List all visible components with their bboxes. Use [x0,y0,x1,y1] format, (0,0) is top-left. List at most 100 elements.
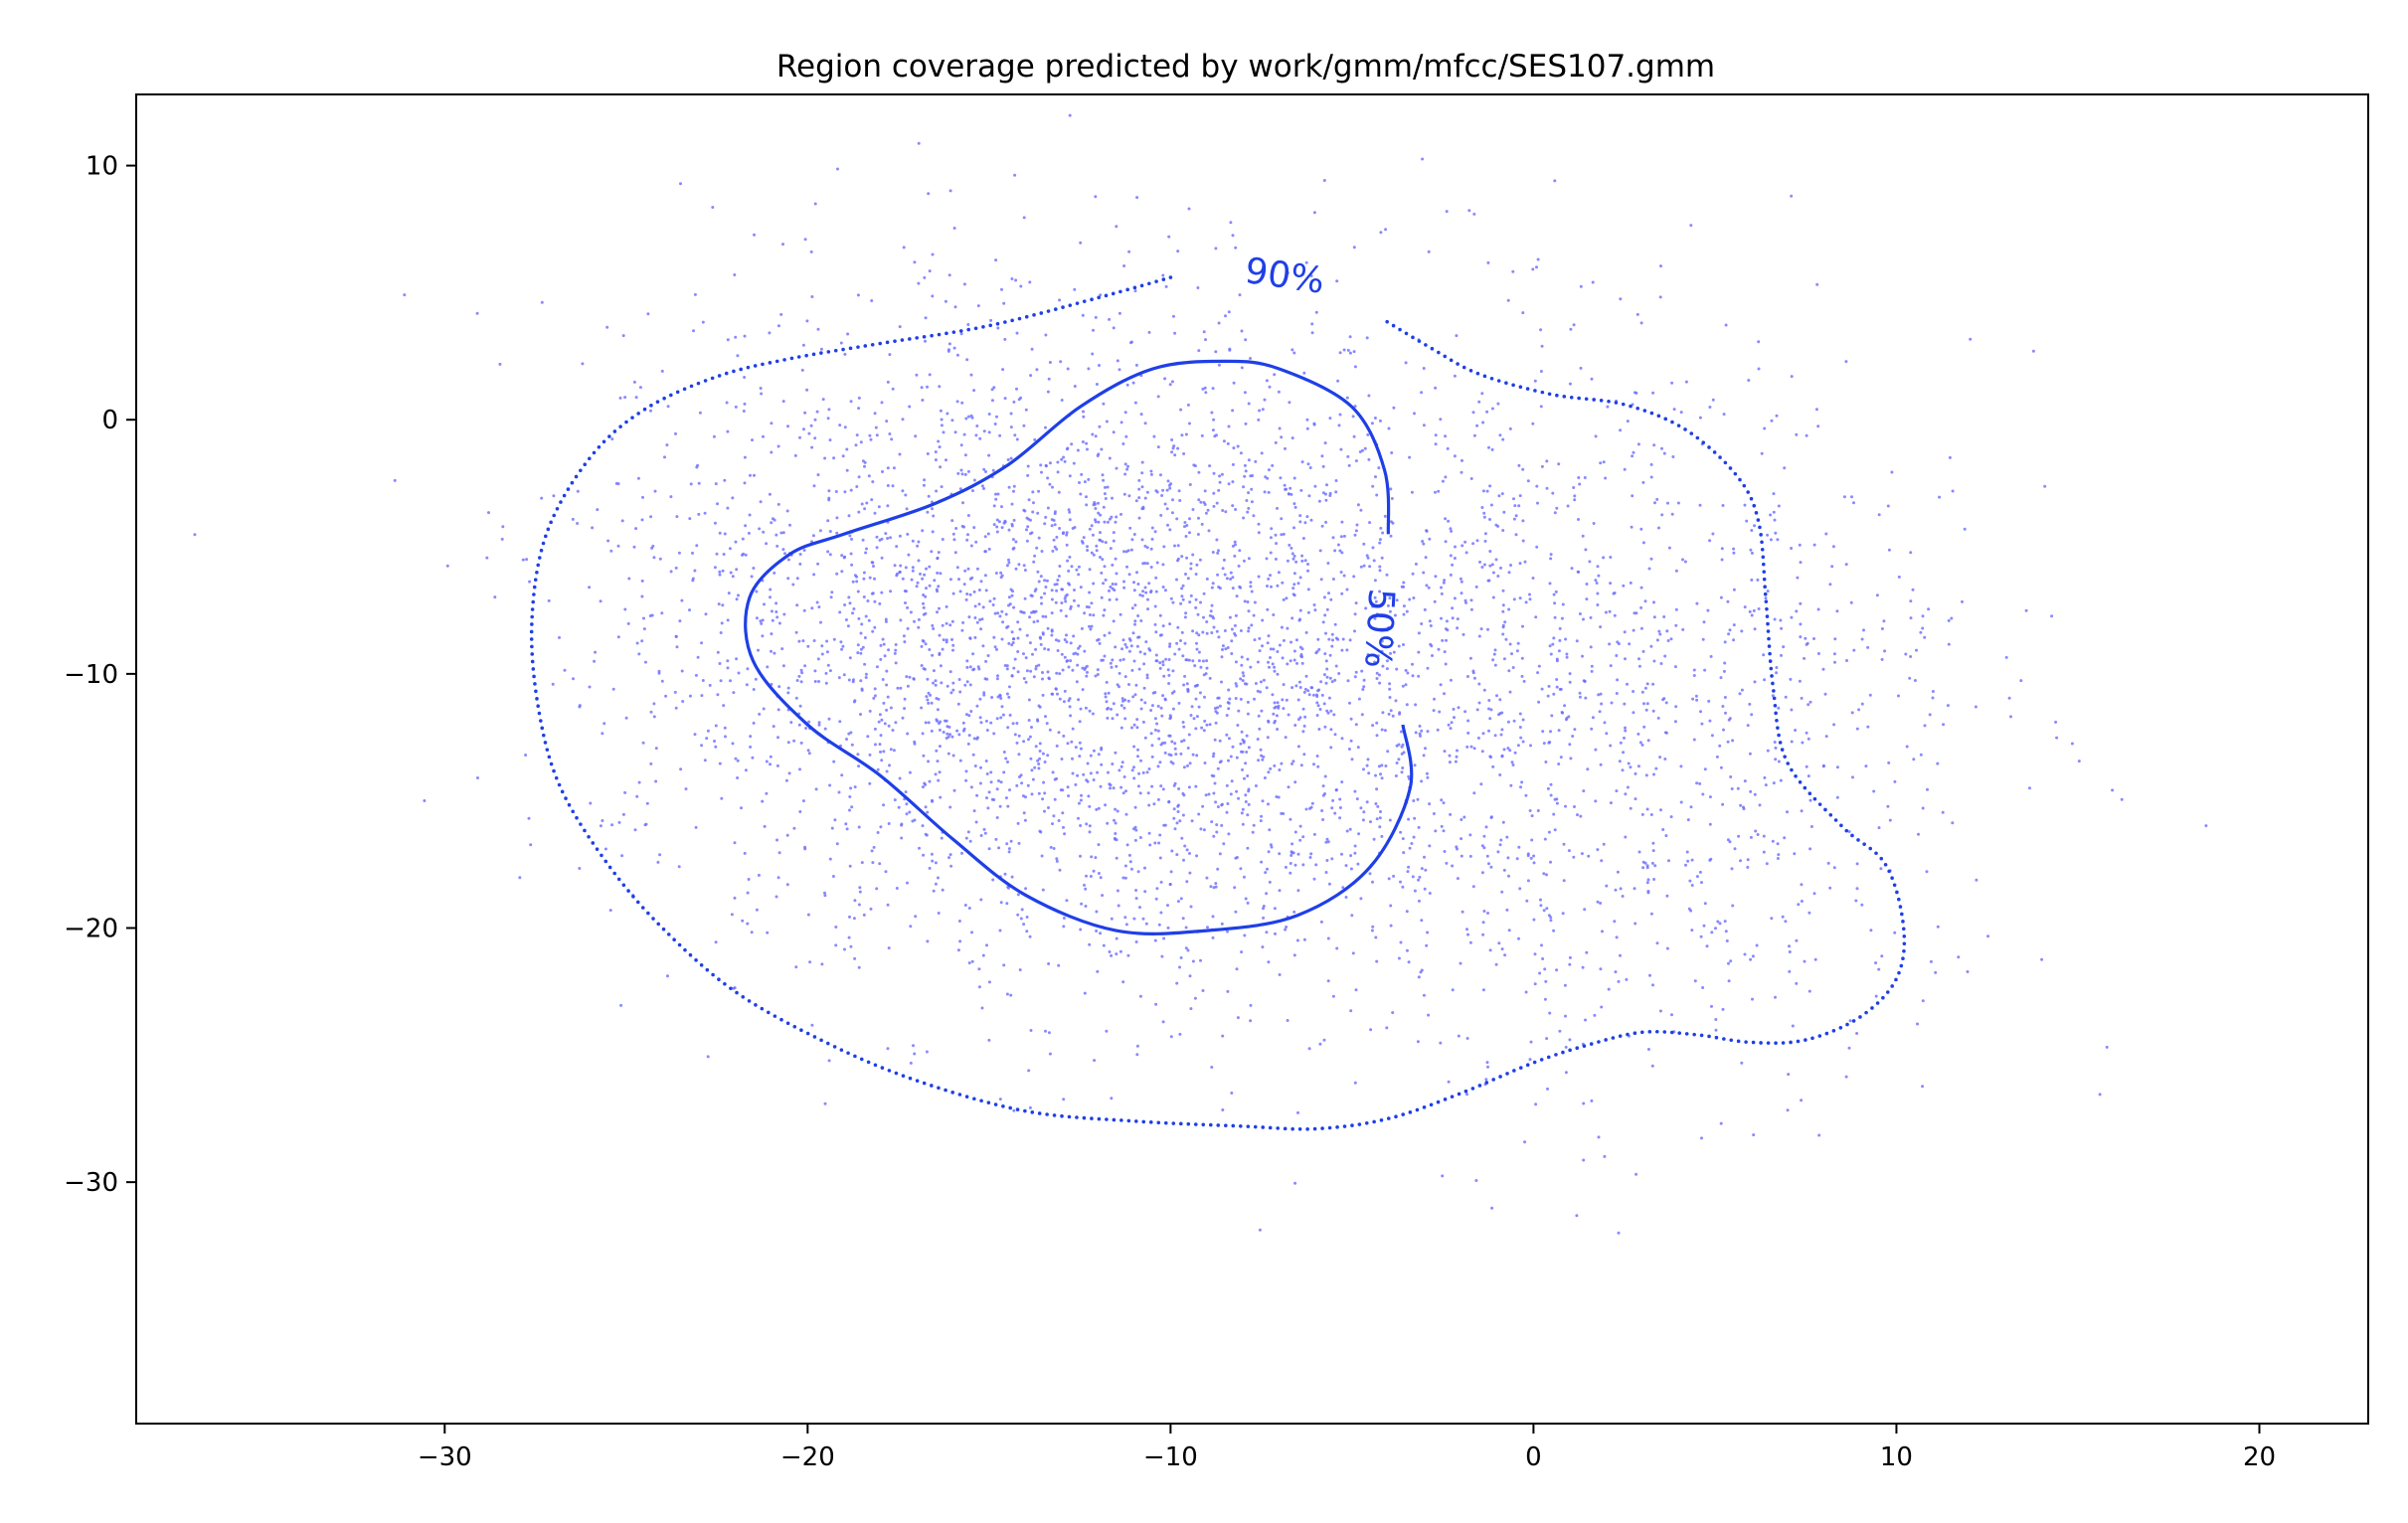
scatter-point [726,618,730,622]
scatter-point [1032,610,1036,614]
scatter-point [1077,573,1081,577]
scatter-point [1590,669,1594,673]
scatter-point [1777,706,1781,710]
scatter-point [1015,387,1018,391]
scatter-point [1282,638,1286,642]
scatter-point [1280,435,1284,439]
scatter-point [851,611,855,615]
scatter-point [706,729,710,733]
scatter-point [1166,479,1170,483]
scatter-point [1039,595,1043,599]
scatter-point [1271,693,1275,697]
scatter-point [870,592,874,595]
scatter-point [1444,517,1448,521]
scatter-point [893,798,897,802]
scatter-point [1714,927,1717,931]
scatter-point [1779,618,1783,622]
scatter-point [621,334,625,338]
scatter-point [1058,298,1062,302]
scatter-point [669,495,673,499]
scatter-point [1524,793,1528,797]
scatter-point [1205,876,1209,880]
scatter-point [1722,413,1726,417]
scatter-point [1521,467,1525,471]
scatter-point [1670,1013,1673,1017]
scatter-point [1727,718,1731,722]
scatter-point [1309,518,1313,522]
scatter-point [1833,660,1836,664]
scatter-point [1139,619,1143,622]
scatter-point [1254,784,1258,787]
scatter-point [1662,615,1666,618]
scatter-point [1231,576,1235,580]
scatter-point [1507,929,1511,932]
scatter-point [987,980,991,984]
scatter-point [1039,642,1043,646]
scatter-point [776,708,780,712]
scatter-point [1303,715,1307,719]
scatter-point [928,866,932,870]
scatter-point [1422,423,1426,427]
scatter-point [1235,684,1239,688]
scatter-point [749,745,753,749]
scatter-point [993,611,997,615]
scatter-point [1037,791,1041,795]
scatter-point [1762,834,1766,838]
scatter-point [1434,433,1438,437]
scatter-point [1520,656,1524,660]
scatter-point [1886,504,1890,508]
scatter-point [734,405,738,409]
scatter-point [1225,714,1229,717]
scatter-point [1061,788,1065,792]
scatter-point [1261,644,1264,648]
scatter-point [1043,579,1047,583]
scatter-point [1552,812,1556,816]
scatter-point [733,273,737,276]
scatter-point [1236,1016,1240,1020]
scatter-point [1324,840,1328,844]
scatter-point [1517,463,1521,467]
scatter-point [826,663,830,667]
scatter-point [1108,782,1112,786]
scatter-point [1547,684,1551,688]
scatter-point [675,645,679,649]
scatter-point [1149,709,1153,712]
scatter-point [902,246,906,250]
scatter-point [955,566,959,570]
scatter-point [781,400,785,404]
scatter-point [1266,867,1269,871]
scatter-point [1622,584,1626,588]
scatter-point [962,432,966,436]
scatter-point [1549,557,1553,561]
scatter-point [1322,1038,1326,1042]
scatter-point [878,713,882,717]
scatter-point [1170,438,1174,441]
scatter-point [1122,706,1126,710]
scatter-point [1088,624,1091,628]
scatter-point [1578,695,1582,699]
scatter-point [1188,852,1191,855]
scatter-point [1555,968,1559,972]
scatter-point [1213,781,1217,785]
scatter-point [1019,917,1023,921]
x-tick-label: 20 [2243,1442,2276,1472]
scatter-point [1280,811,1284,815]
scatter-point [1002,770,1006,774]
scatter-point [1149,591,1152,594]
scatter-point [1216,867,1220,871]
scatter-point [951,592,955,595]
scatter-point [932,681,935,685]
scatter-point [998,614,1002,618]
scatter-point [1524,990,1528,994]
scatter-point [1141,720,1145,724]
scatter-point [1243,599,1247,603]
scatter-point [1269,574,1272,578]
scatter-point [979,834,983,837]
scatter-point [1290,640,1292,644]
scatter-point [1353,1081,1357,1085]
scatter-point [945,719,948,723]
scatter-point [1176,810,1180,813]
scatter-point [1015,331,1019,335]
scatter-point [1191,508,1195,511]
scatter-point [983,535,987,539]
